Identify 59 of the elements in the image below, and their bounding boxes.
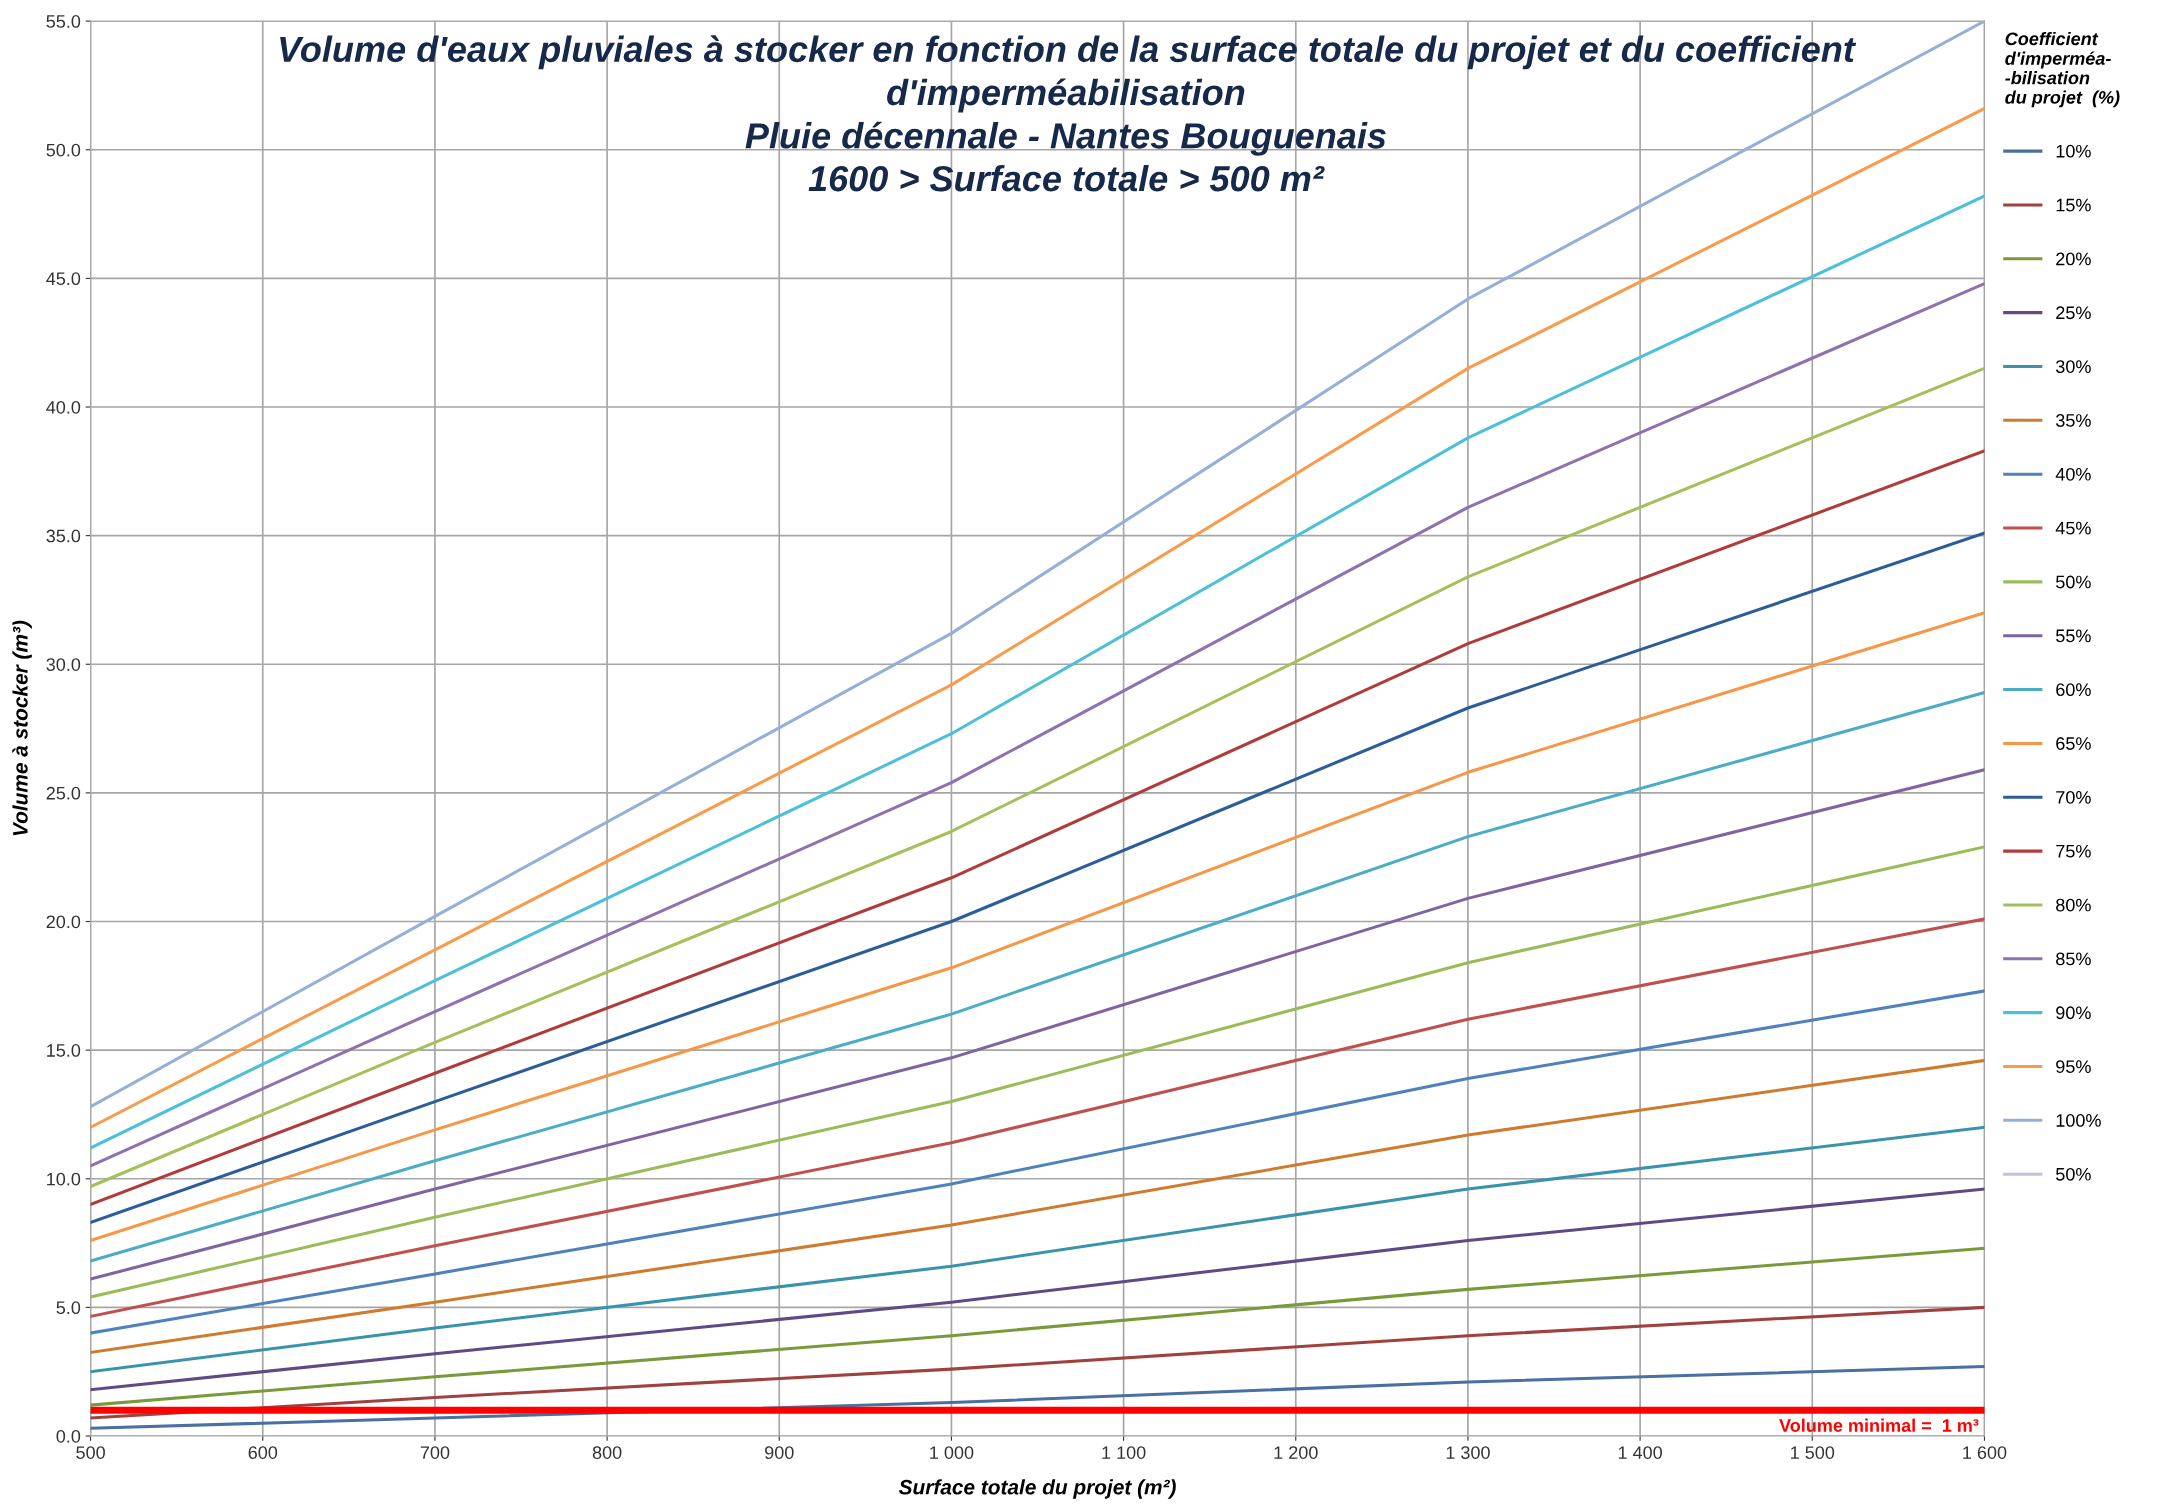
y-tick-label: 45.0 (46, 272, 81, 286)
legend-label: 40% (2055, 467, 2091, 481)
legend-label: 45% (2055, 521, 2091, 535)
legend-label: 80% (2056, 898, 2091, 912)
line-series (90, 691, 1985, 1263)
x-axis-title: Surface totale du projet (m²) (898, 1479, 1176, 1499)
y-tick-label: 0.0 (56, 1429, 81, 1443)
line-series (90, 768, 1985, 1281)
x-tick-label: 900 (765, 1446, 794, 1459)
y-axis-title: Volume à stocker (m³) (12, 620, 32, 836)
y-tick-label: 40.0 (46, 400, 81, 414)
legend-label: 60% (2056, 683, 2091, 697)
line-series (90, 845, 1985, 1299)
text: Volume d'eaux pluviales à stocker en fonction de la surface totale du projet et du coefficient d'imperméabilisation Pluie décennale - Nantes Bouguenais 1600 > Surface totale > 500 m² (280, 35, 1857, 192)
x-tick-label: 1 500 (1791, 1446, 1835, 1459)
x-tick-label: 700 (420, 1446, 450, 1459)
legend-label: 30% (2055, 360, 2091, 373)
legend-label: 90% (2056, 1006, 2091, 1020)
legend-label: 25% (2056, 306, 2091, 320)
x-tick-label: 800 (592, 1446, 622, 1459)
legend-label: 85% (2056, 952, 2091, 966)
legend-label: 75% (2056, 844, 2091, 858)
line-series (90, 1305, 1985, 1420)
line-series (90, 989, 1985, 1335)
line-series (90, 1125, 1985, 1374)
x-tick-label: 1 000 (930, 1446, 974, 1459)
legend-label: 20% (2056, 252, 2091, 266)
legend-label: 50% (2056, 1167, 2091, 1181)
line-series (90, 917, 1985, 1318)
legend-label: 70% (2056, 790, 2091, 804)
x-tick-label: 1 400 (1618, 1446, 1662, 1459)
y-tick-label: 5.0 (56, 1301, 81, 1315)
line-series (90, 1187, 1985, 1392)
y-tick-label: 15.0 (47, 1044, 81, 1057)
ref-line-label: Volume minimal = 1 m³ (1779, 1418, 1979, 1432)
x-tick-label: 1 300 (1446, 1446, 1490, 1459)
legend-label: 100% (2056, 1114, 2101, 1127)
legend-label: 15% (2056, 198, 2091, 212)
y-tick-label: 30.0 (46, 658, 81, 671)
legend-label: 10% (2056, 144, 2091, 158)
line-series (90, 1246, 1985, 1407)
legend-label: 50% (2056, 575, 2091, 589)
y-tick-label: 25.0 (46, 786, 81, 800)
x-tick-label: 1 600 (1963, 1446, 2007, 1459)
legend-label: 95% (2056, 1060, 2091, 1073)
legend-label: 35% (2055, 414, 2091, 427)
x-tick-label: 600 (248, 1446, 278, 1459)
x-tick-label: 1 200 (1274, 1446, 1318, 1459)
line-series (90, 1058, 1985, 1354)
y-tick-label: 50.0 (46, 143, 81, 157)
y-tick-label: 55.0 (46, 15, 81, 28)
x-tick-label: 1 100 (1102, 1446, 1146, 1459)
x-tick-label: 500 (76, 1446, 105, 1459)
y-tick-label: 10.0 (47, 1172, 81, 1186)
y-tick-label: 20.0 (46, 915, 81, 929)
legend-label: 65% (2056, 737, 2091, 750)
legend-label: 55% (2056, 629, 2091, 643)
y-tick-label: 35.0 (46, 529, 81, 543)
legend-title: Coefficient d'imperméa- -bilisation du projet (%) (2005, 31, 2120, 108)
